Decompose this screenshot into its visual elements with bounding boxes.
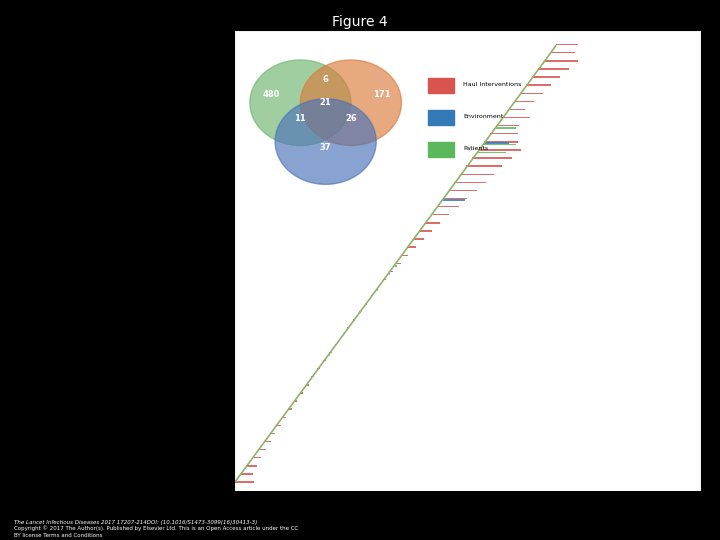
Text: 26: 26 bbox=[345, 114, 357, 123]
Text: 11: 11 bbox=[294, 114, 306, 123]
Bar bbox=[258, 449, 266, 450]
Bar bbox=[240, 473, 253, 475]
Text: Haul Interventions: Haul Interventions bbox=[463, 82, 521, 87]
Bar bbox=[436, 206, 459, 207]
Bar bbox=[383, 279, 387, 280]
Bar bbox=[460, 173, 494, 175]
Bar bbox=[425, 222, 441, 224]
Bar bbox=[371, 295, 372, 296]
Bar bbox=[323, 360, 325, 361]
Bar bbox=[478, 152, 506, 153]
Bar bbox=[270, 433, 275, 434]
Bar bbox=[276, 424, 282, 426]
Bar bbox=[544, 60, 577, 62]
Bar bbox=[496, 127, 516, 129]
Text: 37: 37 bbox=[320, 143, 331, 152]
Bar bbox=[234, 481, 254, 483]
Bar bbox=[514, 100, 534, 102]
Bar bbox=[365, 303, 367, 305]
Bar bbox=[407, 246, 416, 248]
Bar bbox=[300, 392, 303, 394]
Bar bbox=[377, 287, 378, 288]
Bar bbox=[401, 254, 408, 256]
Bar bbox=[318, 368, 320, 369]
Bar bbox=[246, 465, 257, 467]
Bar bbox=[428, 110, 454, 125]
Bar bbox=[502, 117, 531, 118]
Bar bbox=[431, 214, 449, 215]
Bar bbox=[413, 238, 424, 240]
Text: 480: 480 bbox=[263, 90, 280, 99]
Text: Copyright © 2017 The Author(s). Published by Elsevier Ltd. This is an Open Acces: Copyright © 2017 The Author(s). Publishe… bbox=[14, 525, 299, 531]
Bar bbox=[467, 165, 503, 167]
Bar bbox=[329, 352, 332, 353]
Bar bbox=[347, 327, 348, 329]
Text: BY license Terms and Conditions: BY license Terms and Conditions bbox=[14, 533, 103, 538]
Bar bbox=[485, 144, 516, 145]
Text: 171: 171 bbox=[373, 90, 391, 99]
Bar bbox=[354, 319, 356, 321]
Bar bbox=[454, 181, 486, 183]
Ellipse shape bbox=[275, 99, 377, 184]
Bar bbox=[485, 141, 518, 143]
Bar bbox=[443, 199, 465, 200]
Text: 21: 21 bbox=[320, 98, 331, 107]
Text: Environment: Environment bbox=[463, 114, 503, 119]
Bar bbox=[443, 198, 467, 199]
Bar bbox=[389, 273, 390, 275]
Bar bbox=[395, 262, 400, 264]
Y-axis label: Serotype: Serotype bbox=[225, 245, 231, 276]
Bar bbox=[472, 157, 512, 159]
Bar bbox=[294, 400, 297, 402]
Bar bbox=[341, 335, 343, 337]
Bar bbox=[264, 441, 271, 442]
Bar bbox=[550, 52, 575, 53]
Bar bbox=[520, 92, 543, 94]
Bar bbox=[428, 142, 454, 157]
Bar bbox=[485, 143, 509, 144]
Bar bbox=[538, 68, 570, 70]
Bar bbox=[449, 190, 477, 191]
Bar bbox=[282, 416, 286, 418]
Bar bbox=[496, 125, 518, 126]
Text: 6: 6 bbox=[323, 75, 328, 84]
Bar bbox=[359, 311, 361, 313]
Bar bbox=[508, 109, 525, 110]
Bar bbox=[490, 133, 518, 134]
Bar bbox=[389, 271, 393, 272]
Bar bbox=[395, 265, 397, 267]
Ellipse shape bbox=[250, 60, 351, 145]
Bar bbox=[287, 408, 292, 410]
Bar bbox=[305, 384, 309, 386]
Bar bbox=[532, 76, 560, 78]
Bar bbox=[312, 376, 314, 377]
Bar bbox=[526, 84, 551, 86]
Bar bbox=[329, 354, 330, 356]
Ellipse shape bbox=[300, 60, 402, 145]
Bar bbox=[556, 44, 578, 45]
Text: Patients: Patients bbox=[463, 146, 488, 151]
Bar bbox=[252, 457, 261, 458]
Bar bbox=[419, 230, 432, 232]
Bar bbox=[428, 78, 454, 92]
Bar bbox=[377, 289, 378, 291]
Text: The Lancet Infectious Diseases 2017 17207-214DOI: (10.1016/S1473-3099(16)30413-3: The Lancet Infectious Diseases 2017 1720… bbox=[14, 520, 258, 525]
Bar bbox=[478, 149, 521, 151]
Text: Figure 4: Figure 4 bbox=[332, 15, 388, 29]
